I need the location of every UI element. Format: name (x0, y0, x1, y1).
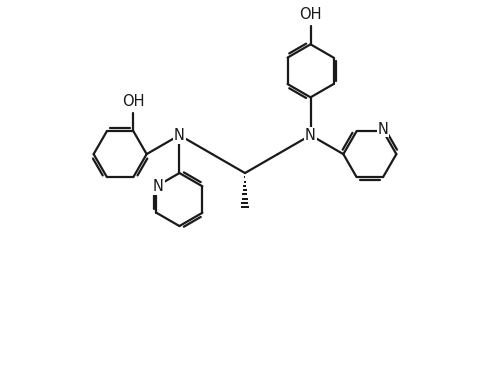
Text: N: N (174, 128, 185, 143)
Text: N: N (378, 122, 388, 137)
Text: N: N (305, 128, 316, 143)
Text: N: N (153, 179, 164, 194)
Text: OH: OH (122, 94, 145, 109)
Text: OH: OH (299, 7, 322, 22)
